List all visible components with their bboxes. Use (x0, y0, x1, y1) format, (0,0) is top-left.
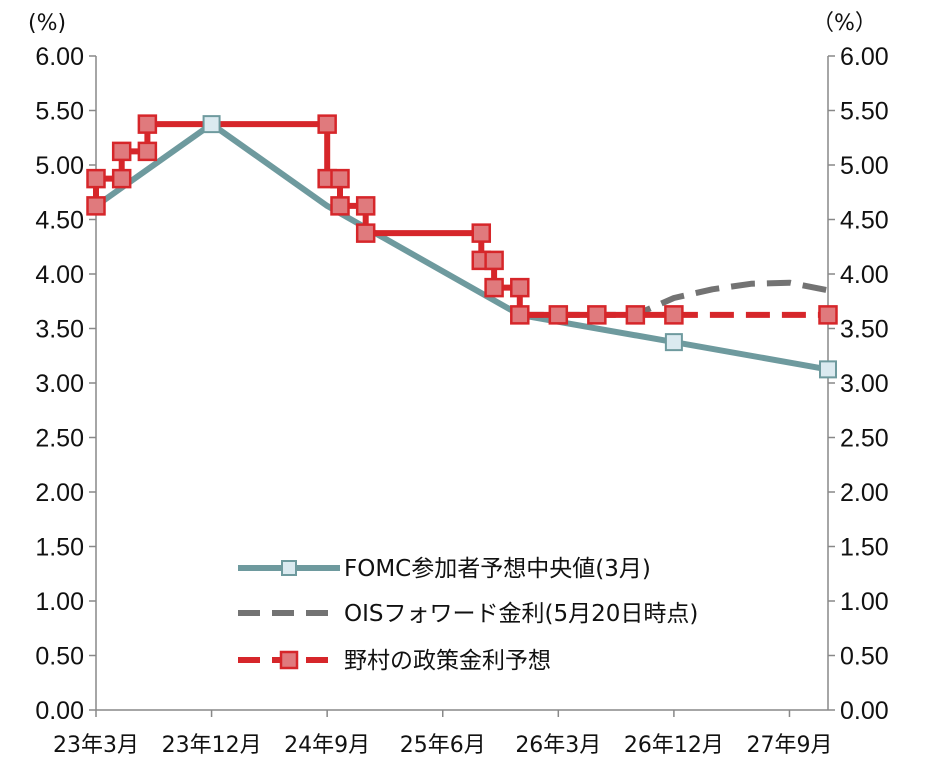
right-y-tick-label: 1.50 (840, 534, 889, 562)
legend-label-fomc: FOMC参加者予想中央値(3月) (344, 556, 651, 582)
x-tick-label: 25年6月 (400, 733, 486, 758)
left-y-tick-label: 1.50 (35, 534, 84, 562)
marker-nomura (548, 305, 569, 325)
right-y-tick-label: 5.50 (840, 98, 889, 126)
right-y-tick-label: 4.50 (840, 207, 889, 235)
marker-fomc (664, 333, 683, 352)
right-y-tick-label: 5.00 (840, 152, 889, 180)
right-y-tick-label: 2.50 (840, 425, 889, 453)
marker-nomura (137, 141, 158, 162)
series-layer (86, 114, 838, 379)
right-y-tick-label: 0.00 (840, 697, 889, 725)
marker-nomura (664, 305, 684, 325)
marker-nomura (355, 223, 376, 243)
right-y-tick-label: 4.00 (840, 261, 889, 289)
legend-label-nomura: 野村の政策金利予想 (344, 648, 551, 674)
right-y-tick-label: 3.50 (840, 316, 889, 344)
marker-nomura (330, 196, 350, 216)
marker-nomura (471, 223, 492, 243)
left-y-tick-label: 0.50 (35, 643, 84, 671)
left-y-tick-label: 5.50 (35, 98, 84, 126)
x-tick-label: 27年9月 (746, 733, 832, 758)
legend-marker-nomura (279, 650, 299, 670)
marker-nomura (625, 305, 646, 325)
marker-fomc (202, 115, 221, 134)
marker-nomura (484, 250, 504, 271)
marker-nomura (587, 305, 607, 325)
legend-item-fomc: FOMC参加者予想中央値(3月) (238, 556, 651, 582)
left-y-tick-label: 6.00 (35, 43, 84, 71)
x-tick-label: 26年12月 (624, 733, 724, 758)
left-y-tick-label: 1.00 (35, 588, 84, 616)
marker-nomura (317, 114, 337, 134)
series-line-nomura (93, 121, 674, 318)
left-y-tick-label: 3.50 (35, 316, 84, 344)
marker-nomura (818, 305, 838, 325)
x-tick-labels: 23年3月 23年12月 24年9月 25年6月 26年3月 26年12月 27年9月 (53, 710, 832, 758)
marker-fomc (819, 360, 837, 379)
right-axis-unit: （%） (812, 11, 877, 36)
x-tick-label: 26年3月 (515, 733, 601, 758)
left-y-tick-label: 3.00 (35, 370, 84, 398)
marker-nomura (510, 277, 530, 298)
right-y-tick-label: 1.00 (840, 588, 889, 616)
marker-nomura (330, 168, 350, 189)
left-y-tick-label: 4.00 (35, 261, 84, 289)
right-y-tick-label: 2.00 (840, 479, 889, 507)
marker-nomura (510, 305, 530, 325)
marker-nomura (111, 141, 132, 162)
marker-nomura (137, 114, 158, 134)
legend-item-nomura: 野村の政策金利予想 (238, 648, 551, 674)
series-line-fomc (94, 121, 829, 373)
legend-label-ois: OISフォワード金利(5月20日時点) (344, 601, 698, 627)
marker-nomura (86, 196, 106, 216)
left-y-tick-label: 2.50 (35, 425, 84, 453)
legend-item-ois: OISフォワード金利(5月20日時点) (238, 601, 698, 627)
x-tick-label: 24年9月 (284, 733, 370, 758)
marker-nomura (355, 196, 376, 216)
left-y-tick-label: 5.00 (35, 152, 84, 180)
right-y-tick-label: 3.00 (840, 370, 889, 398)
left-y-tick-label: 4.50 (35, 207, 84, 235)
legend-marker-fomc (281, 560, 297, 576)
right-y-tick-labels: 0.00 0.50 1.00 1.50 2.00 2.50 3.00 3.50 4.00 4.50… (828, 43, 889, 725)
legend: FOMC参加者予想中央値(3月) OISフォワード金利(5月20日時点) 野村の… (238, 556, 698, 674)
right-y-tick-label: 6.00 (840, 43, 889, 71)
left-y-tick-labels: 0.00 0.50 1.00 1.50 2.00 2.50 3.00 3.50 4.00 4.50… (35, 43, 96, 725)
marker-nomura (484, 277, 504, 298)
left-y-tick-label: 2.00 (35, 479, 84, 507)
x-tick-label: 23年3月 (53, 733, 139, 758)
left-y-tick-label: 0.00 (35, 697, 84, 725)
marker-nomura (86, 168, 106, 189)
right-y-tick-label: 0.50 (840, 643, 889, 671)
x-tick-label: 23年12月 (162, 733, 262, 758)
marker-nomura (111, 168, 132, 189)
left-axis-unit: (%) (28, 11, 66, 36)
